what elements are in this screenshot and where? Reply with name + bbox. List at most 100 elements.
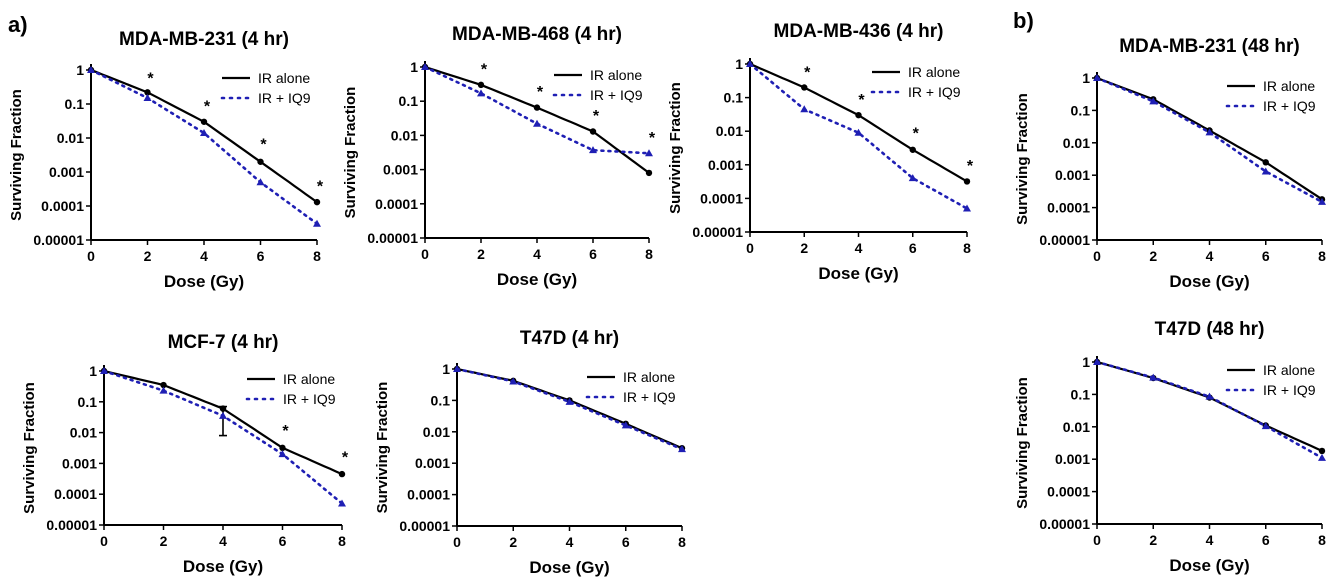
data-point-ir-alone (566, 397, 573, 404)
series-line-ir-alone (456, 367, 683, 450)
chart-title: MDA-MB-468 (4 hr) (452, 24, 622, 45)
y-axis-label: Surviving Fraction (342, 87, 359, 219)
y-tick-label: 0.1 (78, 394, 98, 410)
chart-title: T47D (48 hr) (1155, 319, 1265, 340)
x-tick-label: 6 (589, 246, 597, 262)
legend-label-ir-alone: IR alone (908, 64, 960, 80)
chart-mdamb231-4: MDA-MB-231 (4 hr) 1 0.1 0.01 0.001 0.0001 0.00… (8, 29, 324, 291)
x-tick-label: 0 (453, 534, 461, 550)
series-line-ir-alone (103, 369, 343, 476)
x-tick-label: 8 (963, 240, 971, 256)
y-tick-label: 0.1 (431, 392, 451, 408)
y-tick-label: 0.00001 (367, 230, 418, 246)
y-tick-label: 1 (442, 361, 450, 377)
x-tick-label: 2 (1149, 532, 1157, 548)
series-line-ir-iq9 (89, 68, 319, 226)
x-tick-label: 8 (313, 248, 321, 264)
legend-label-ir-iq9: IR + IQ9 (908, 84, 961, 100)
data-point-ir-iq9 (963, 204, 971, 212)
chart-mdamb231-48: MDA-MB-231 (48 hr) 1 0.1 0.01 0.001 0.0001 0.0… (1014, 36, 1326, 291)
data-point-ir-alone (963, 178, 971, 185)
series-line-ir-alone (1096, 76, 1323, 201)
data-point-ir-alone (1093, 74, 1101, 82)
data-point-ir-alone (678, 445, 686, 452)
y-tick-label: 0.0001 (1047, 484, 1090, 500)
data-point-ir-iq9 (1149, 97, 1158, 105)
y-tick-label: 0.01 (57, 130, 84, 146)
data-point-ir-alone (746, 60, 754, 68)
y-tick-label: 1 (1082, 354, 1090, 370)
data-point-ir-alone (1318, 196, 1326, 203)
y-tick-label: 0.001 (708, 157, 743, 173)
y-tick-label: 1 (410, 59, 418, 75)
y-tick-label: 0.0001 (407, 487, 450, 503)
x-tick-label: 6 (1262, 248, 1270, 264)
legend-label-ir-alone: IR alone (623, 369, 675, 385)
chart-title: MCF-7 (4 hr) (168, 332, 279, 353)
y-tick-label: 0.001 (49, 164, 84, 180)
data-point-ir-alone (144, 89, 151, 96)
legend-label-ir-iq9: IR + IQ9 (623, 389, 676, 405)
y-tick-label: 0.1 (1071, 102, 1091, 118)
x-tick-label: 0 (1093, 532, 1101, 548)
data-point-ir-alone (313, 198, 321, 206)
data-point-ir-alone (1150, 96, 1157, 103)
x-axis-label: Dose (Gy) (529, 558, 609, 577)
significance-marker: * (537, 84, 544, 101)
data-point-ir-iq9 (87, 66, 95, 73)
data-point-ir-iq9 (477, 89, 485, 97)
series-line-ir-iq9 (748, 62, 969, 210)
data-point-ir-iq9 (159, 386, 168, 394)
significance-marker: * (593, 108, 600, 125)
data-point-ir-iq9 (1093, 74, 1101, 81)
data-point-ir-alone (533, 104, 541, 111)
y-tick-label: 0.01 (423, 424, 450, 440)
data-point-ir-iq9 (533, 119, 541, 127)
legend-label-ir-alone: IR alone (1263, 362, 1315, 378)
y-tick-label: 0.01 (1063, 135, 1090, 151)
legend-label-ir-alone: IR alone (283, 371, 335, 387)
series-line-ir-iq9 (1095, 360, 1324, 460)
data-point-ir-alone (622, 420, 629, 427)
y-tick-label: 0.00001 (1039, 232, 1090, 248)
data-point-ir-iq9 (453, 365, 461, 372)
data-point-ir-iq9 (1205, 392, 1214, 400)
y-tick-label: 0.0001 (700, 190, 743, 206)
y-tick-label: 0.00001 (33, 232, 84, 248)
y-tick-label: 0.001 (62, 455, 97, 471)
x-tick-label: 6 (909, 240, 917, 256)
significance-marker: * (317, 179, 324, 196)
y-tick-label: 0.1 (724, 90, 744, 106)
legend-label-ir-alone: IR alone (1263, 78, 1315, 94)
y-tick-label: 0.0001 (1047, 200, 1090, 216)
data-point-ir-alone (510, 377, 517, 385)
x-axis-label: Dose (Gy) (1169, 556, 1249, 575)
x-tick-label: 0 (1093, 248, 1101, 264)
chart-mdamb436-4: MDA-MB-436 (4 hr) 1 0.1 0.01 0.001 0.0001 0.00… (667, 21, 974, 283)
y-tick-label: 0.00001 (692, 224, 743, 240)
y-axis-label: Surviving Fraction (667, 82, 684, 214)
x-tick-label: 4 (533, 246, 541, 262)
data-point-ir-iq9 (338, 499, 346, 507)
data-point-ir-iq9 (313, 219, 321, 227)
series-line-ir-iq9 (423, 65, 651, 155)
data-point-ir-iq9 (565, 397, 574, 405)
significance-marker: * (804, 64, 811, 81)
significance-marker: * (649, 130, 656, 147)
x-tick-label: 4 (855, 240, 863, 256)
data-point-ir-iq9 (1205, 128, 1214, 136)
chart-title: MDA-MB-231 (4 hr) (119, 29, 289, 50)
data-point-ir-iq9 (746, 60, 754, 67)
data-point-ir-alone (1262, 159, 1269, 166)
data-point-ir-alone (909, 146, 916, 153)
x-tick-label: 4 (566, 534, 574, 550)
x-tick-label: 6 (622, 534, 630, 550)
x-tick-label: 2 (509, 534, 517, 550)
y-axis-label: Surviving Fraction (374, 382, 391, 514)
data-point-ir-alone (453, 365, 461, 373)
data-point-ir-alone (1262, 422, 1269, 429)
series-line-ir-iq9 (455, 367, 684, 451)
